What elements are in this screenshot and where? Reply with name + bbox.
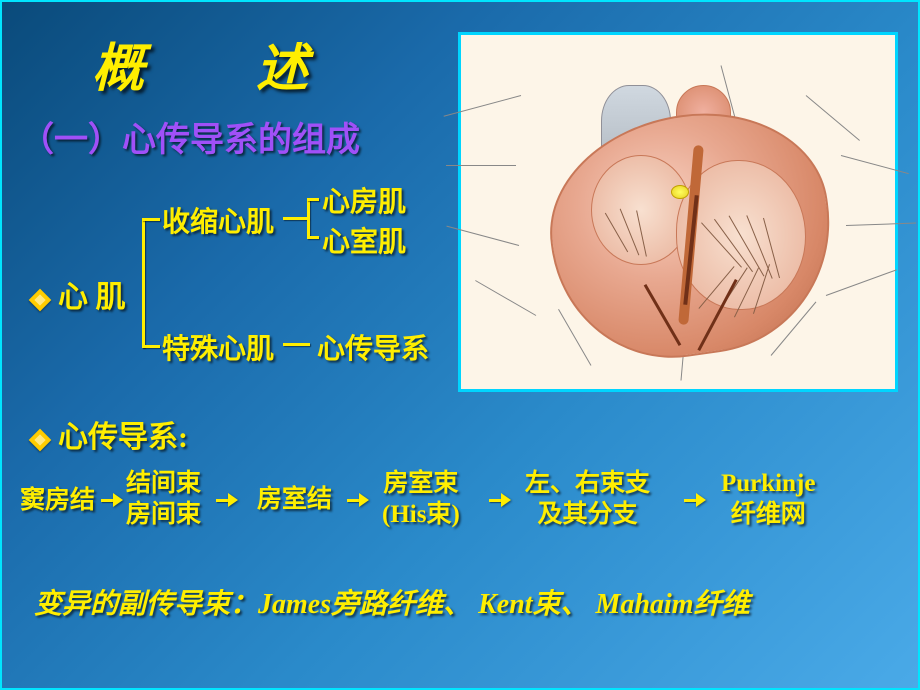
tree-leaf-conduction: 心传导系 <box>317 327 429 367</box>
flow-node-his: 房室束 (His束) <box>382 468 460 531</box>
tree-leaf-atrial: 心房肌 <box>322 180 406 220</box>
tree-line <box>142 218 160 221</box>
footer-aberrant-pathways: 变异的副传导束：James旁路纤维、 Kent束、 Mahaim纤维 <box>34 582 750 622</box>
tree-branch-contractile: 收缩心肌 <box>162 200 274 240</box>
arrow-icon <box>216 493 238 507</box>
flow-branches-a: 左、右束支 <box>525 470 650 497</box>
flow-internodal-a: 结间束 <box>126 470 201 497</box>
heart-illustration <box>458 32 898 392</box>
heading-conduction-text: 心传导系: <box>58 421 188 454</box>
tree-line <box>283 343 310 346</box>
flow-node-internodal: 结间束房间束 <box>126 468 201 531</box>
heading-myocardium-text: 心 肌 <box>58 281 126 314</box>
arrow-icon <box>489 493 511 507</box>
tree-line <box>307 198 319 201</box>
flow-branches-b: 及其分支 <box>538 501 638 528</box>
flow-internodal-b: 房间束 <box>126 501 201 528</box>
tree-line <box>142 218 145 348</box>
tree-line <box>307 198 310 238</box>
flow-purkinje-a: Purkinje <box>721 470 815 497</box>
flow-node-av: 房室结 <box>257 484 332 515</box>
tree-leaf-ventricular: 心室肌 <box>322 220 406 260</box>
tree-line <box>283 217 309 220</box>
slide-subtitle: （一）心传导系的组成 <box>20 112 360 161</box>
tree-line <box>142 345 160 348</box>
heart-shape <box>521 85 851 365</box>
flow-node-bundle-branches: 左、右束支及其分支 <box>525 468 650 531</box>
flow-node-purkinje: Purkinje 纤维网 <box>721 468 815 531</box>
arrow-icon <box>684 493 706 507</box>
conduction-flow: 窦房结 结间束房间束 房室结 房室束 (His束) 左、右束支及其分支 Purki… <box>2 462 920 542</box>
flow-node-sa: 窦房结 <box>20 485 95 516</box>
tree-line <box>307 236 319 239</box>
bullet-icon <box>29 289 52 312</box>
arrow-icon <box>101 493 123 507</box>
flow-his-b: (His束) <box>382 501 460 528</box>
slide-title: 概 述 <box>92 26 338 101</box>
bullet-icon <box>29 429 52 452</box>
heading-conduction: 心传导系: <box>32 412 188 456</box>
heading-myocardium: 心 肌 <box>32 272 126 316</box>
flow-his-a: 房室束 <box>383 470 458 497</box>
tree-branch-special: 特殊心肌 <box>162 327 274 367</box>
arrow-icon <box>347 493 369 507</box>
flow-purkinje-b: 纤维网 <box>731 501 806 528</box>
